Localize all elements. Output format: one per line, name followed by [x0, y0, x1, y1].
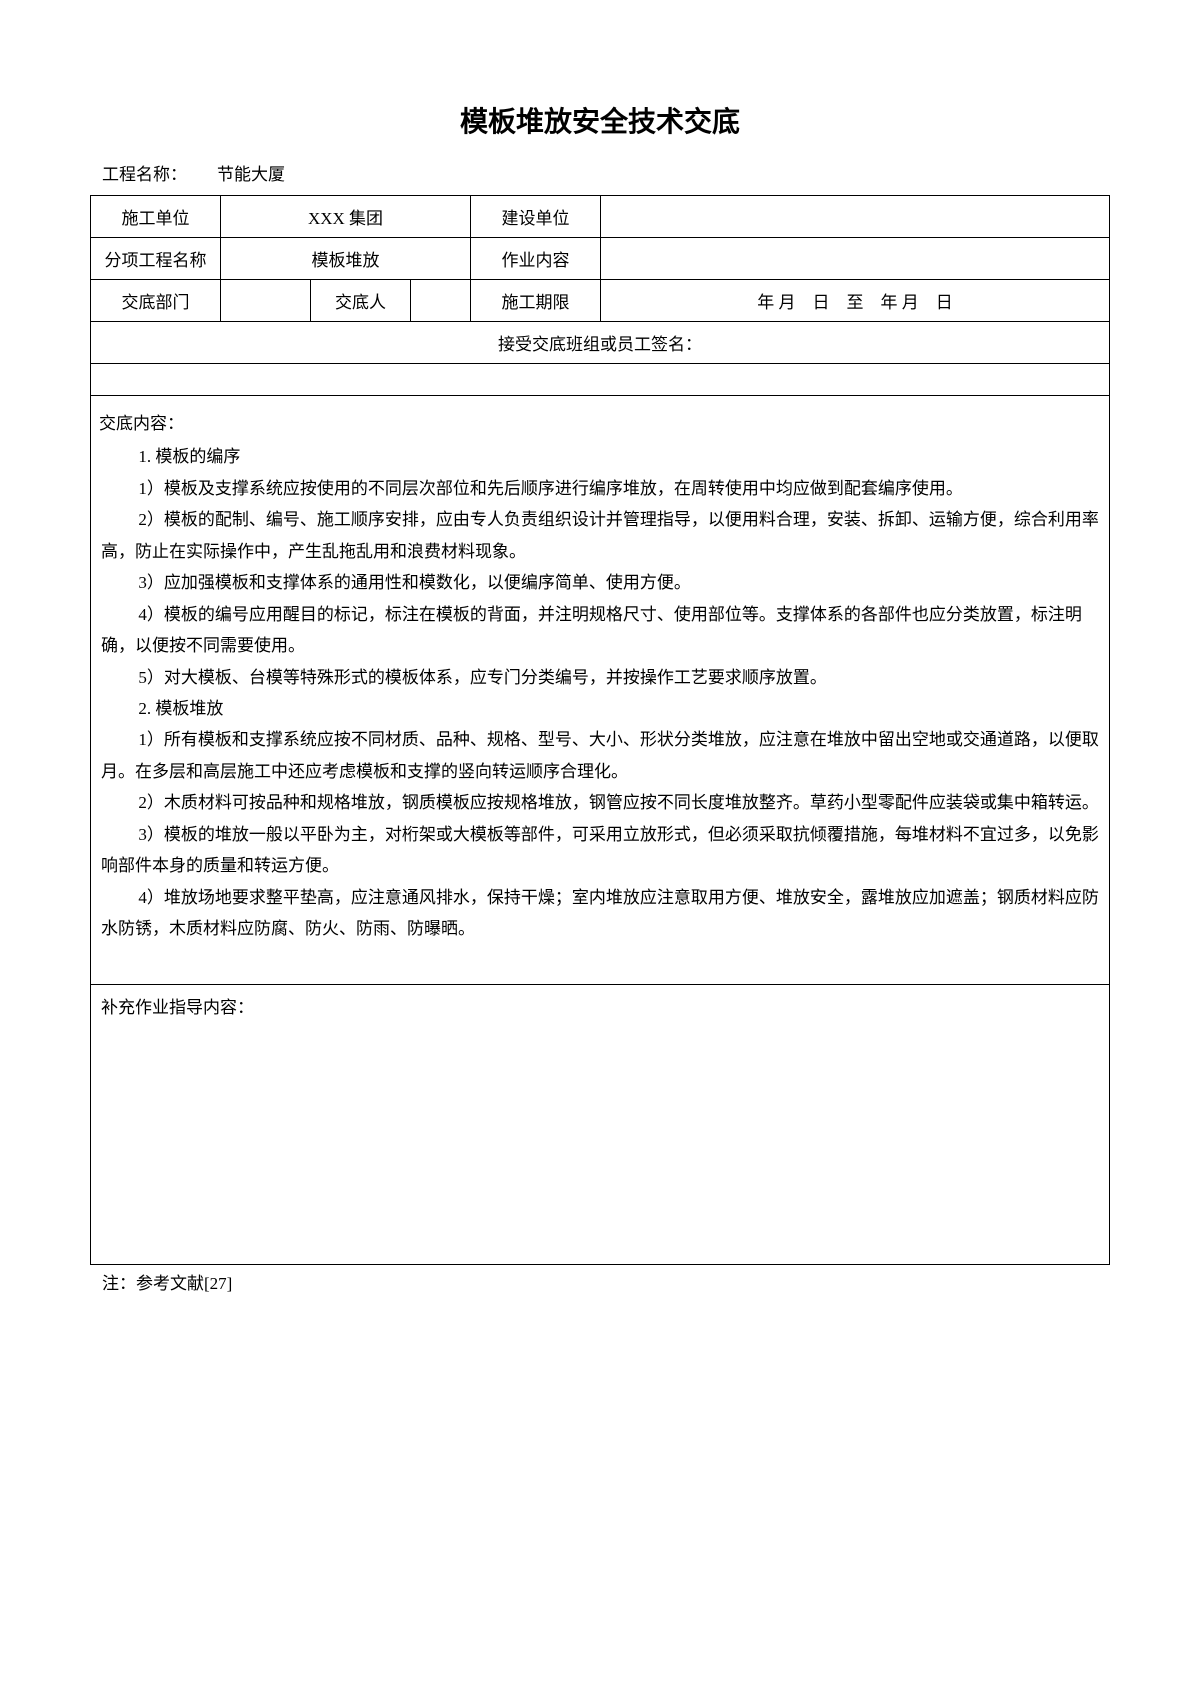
paragraph: 4）模板的编号应用醒目的标记，标注在模板的背面，并注明规格尺寸、使用部位等。支撑…	[101, 599, 1099, 662]
content-wrapper: 交底内容： 1. 模板的编序 1）模板及支撑系统应按使用的不同层次部位和先后顺序…	[90, 396, 1110, 1265]
paragraph: 1）所有模板和支撑系统应按不同材质、品种、规格、型号、大小、形状分类堆放，应注意…	[101, 724, 1099, 787]
table-row: 交底部门 交底人 施工期限 年 月 日 至 年 月 日	[91, 280, 1110, 322]
spacer-cell	[91, 364, 1110, 396]
cell-construction-unit-label: 施工单位	[91, 196, 221, 238]
document-title: 模板堆放安全技术交底	[90, 100, 1110, 140]
paragraph: 1）模板及支撑系统应按使用的不同层次部位和先后顺序进行编序堆放，在周转使用中均应…	[101, 473, 1099, 504]
supplement-box: 补充作业指导内容：	[91, 984, 1109, 1264]
table-row: 分项工程名称 模板堆放 作业内容	[91, 238, 1110, 280]
project-name-line: 工程名称： 节能大厦	[90, 160, 1110, 185]
cell-person-value	[411, 280, 471, 322]
cell-subproject-value: 模板堆放	[221, 238, 471, 280]
cell-subproject-label: 分项工程名称	[91, 238, 221, 280]
cell-build-unit-value	[601, 196, 1110, 238]
paragraph: 5）对大模板、台模等特殊形式的模板体系，应专门分类编号，并按操作工艺要求顺序放置…	[101, 662, 1099, 693]
content-heading: 交底内容：	[99, 408, 1099, 439]
cell-dept-label: 交底部门	[91, 280, 221, 322]
paragraph: 3）应加强模板和支撑体系的通用性和模数化，以便编序简单、使用方便。	[101, 567, 1099, 598]
cell-period-label: 施工期限	[471, 280, 601, 322]
signature-row: 接受交底班组或员工签名：	[91, 322, 1110, 364]
cell-person-label: 交底人	[311, 280, 411, 322]
paragraph: 2）木质材料可按品种和规格堆放，钢质模板应按规格堆放，钢管应按不同长度堆放整齐。…	[101, 787, 1099, 818]
table-row: 施工单位 XXX 集团 建设单位	[91, 196, 1110, 238]
footnote: 注：参考文献[27]	[90, 1265, 1110, 1294]
section-2-heading: 2. 模板堆放	[101, 693, 1099, 724]
cell-dept-value	[221, 280, 311, 322]
supplement-label: 补充作业指导内容：	[101, 998, 254, 1017]
paragraph: 3）模板的堆放一般以平卧为主，对桁架或大模板等部件，可采用立放形式，但必须采取抗…	[101, 819, 1099, 882]
spacer-row	[91, 364, 1110, 396]
section-1-heading: 1. 模板的编序	[101, 441, 1099, 472]
paragraph: 2）模板的配制、编号、施工顺序安排，应由专人负责组织设计并管理指导，以便用料合理…	[101, 504, 1099, 567]
info-table: 施工单位 XXX 集团 建设单位 分项工程名称 模板堆放 作业内容 交底部门 交…	[90, 195, 1110, 396]
project-label: 工程名称：	[102, 165, 187, 184]
cell-work-content-value	[601, 238, 1110, 280]
content-box: 交底内容： 1. 模板的编序 1）模板及支撑系统应按使用的不同层次部位和先后顺序…	[91, 396, 1109, 984]
cell-period-value: 年 月 日 至 年 月 日	[601, 280, 1110, 322]
project-value: 节能大厦	[217, 165, 285, 184]
cell-construction-unit-value: XXX 集团	[221, 196, 471, 238]
paragraph: 4）堆放场地要求整平垫高，应注意通风排水，保持干燥；室内堆放应注意取用方便、堆放…	[101, 882, 1099, 945]
cell-build-unit-label: 建设单位	[471, 196, 601, 238]
signature-cell: 接受交底班组或员工签名：	[91, 322, 1110, 364]
cell-work-content-label: 作业内容	[471, 238, 601, 280]
